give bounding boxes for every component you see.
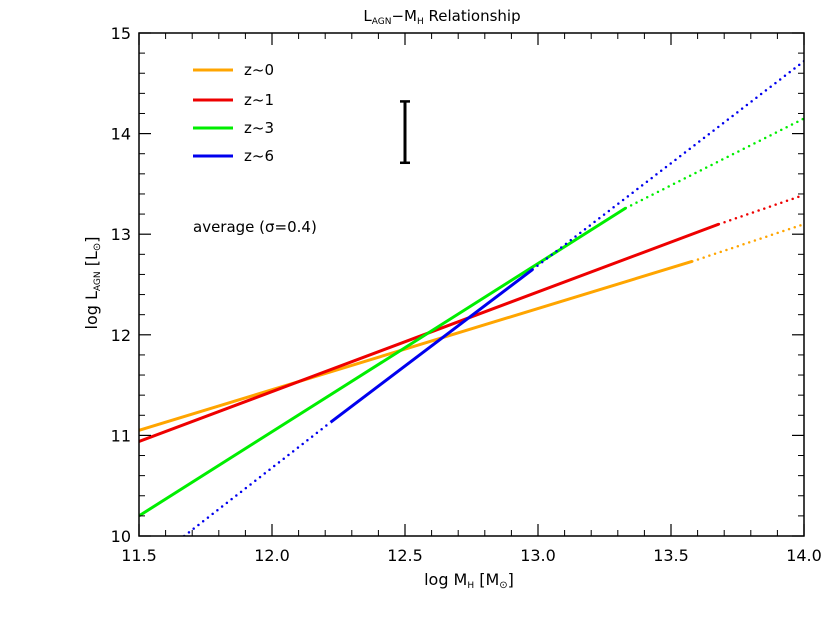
- y-axis-label: log LAGN [L⊙]: [82, 237, 103, 330]
- plot-frame: [138, 32, 805, 537]
- legend-label-z1: z~1: [244, 91, 274, 109]
- series-3-dotted-line: [531, 59, 804, 271]
- series-0-dotted-line: [691, 222, 804, 263]
- y-tick-label: 12: [111, 326, 131, 345]
- series-2-dotted-line: [624, 117, 804, 210]
- x-tick-label: 13.0: [520, 546, 556, 565]
- series-2-solid-line: [139, 206, 627, 518]
- legend: z~0 z~1 z~3 z~6: [193, 61, 274, 165]
- legend-item-z1: z~1: [193, 91, 274, 109]
- legend-item-z0: z~0: [193, 61, 274, 79]
- legend-item-z6: z~6: [193, 147, 274, 165]
- series-1-dotted-line: [717, 193, 804, 226]
- x-tick-label: 12.5: [387, 546, 423, 565]
- y-tick-label: 11: [111, 426, 131, 445]
- x-tick-label: 12.0: [254, 546, 290, 565]
- series-0-solid-line: [139, 259, 693, 432]
- x-tick-label: 13.5: [653, 546, 689, 565]
- chart-title: LAGN−MH Relationship: [363, 7, 520, 27]
- y-tick-label: 10: [111, 527, 131, 546]
- series-3-solid-line: [329, 268, 534, 424]
- legend-label-z6: z~6: [244, 147, 274, 165]
- x-axis-label: log MH [M⊙]: [424, 570, 514, 591]
- y-tick-label: 15: [111, 24, 131, 43]
- legend-label-z3: z~3: [244, 119, 274, 137]
- plot-lines: [139, 59, 804, 536]
- error-bar: [400, 100, 410, 165]
- average-sigma-annotation: average (σ=0.4): [193, 218, 317, 236]
- x-tick-label: 11.5: [121, 546, 157, 565]
- series-3-dotted-low-line: [182, 421, 332, 536]
- legend-label-z0: z~0: [244, 61, 274, 79]
- legend-item-z3: z~3: [193, 119, 274, 137]
- axis-ticks: 11.5 12.0 12.5 13.0 13.5 14.0 10 11 12 13 14 15: [111, 24, 822, 565]
- y-tick-label: 13: [111, 225, 131, 244]
- y-tick-label: 14: [111, 125, 131, 144]
- x-tick-label: 14.0: [786, 546, 822, 565]
